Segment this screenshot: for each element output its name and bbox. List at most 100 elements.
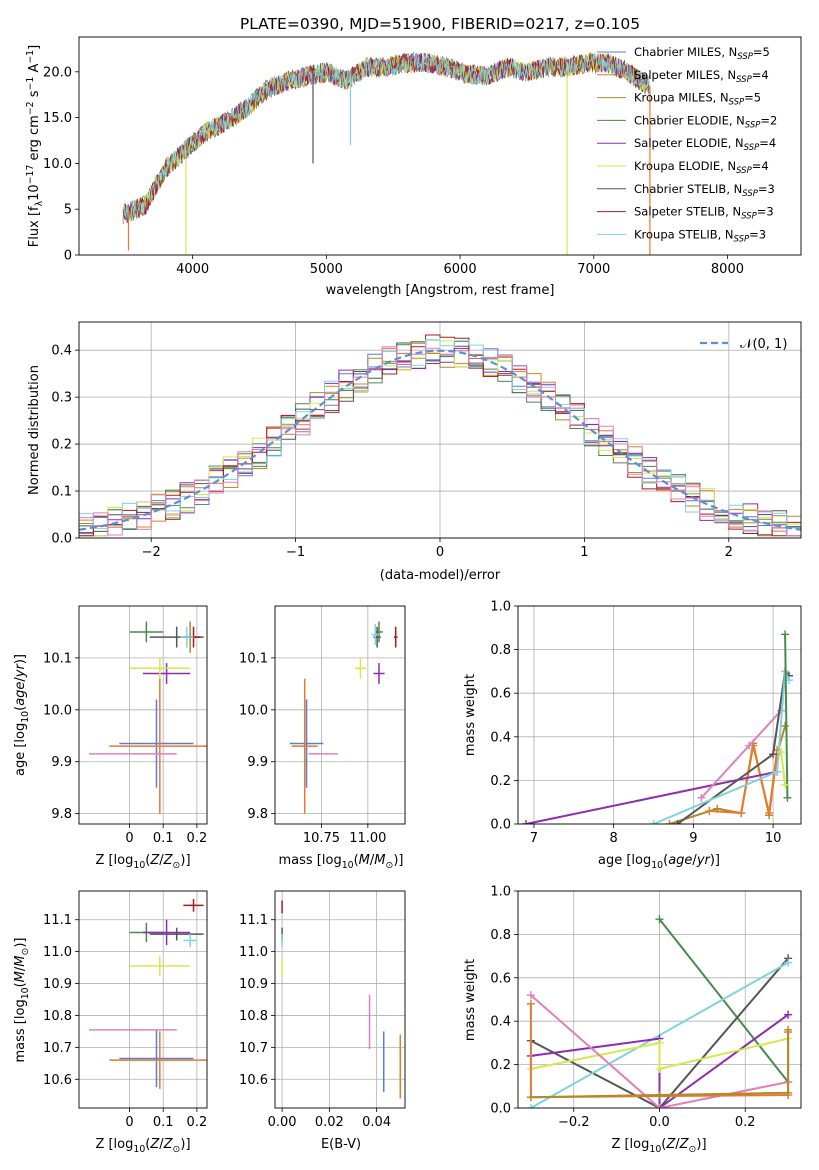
label-part: E(B-V) (321, 1137, 361, 1152)
spectrum-line (122, 53, 650, 220)
errorbar-point (129, 621, 164, 643)
errorbar-point (291, 678, 318, 814)
errorbar-point (143, 663, 191, 684)
legend-label-tail: =5 (753, 45, 770, 59)
label-part: M (13, 956, 28, 967)
x-tick-label: 0.00 (268, 1115, 297, 1130)
y-tick-label: 11.0 (43, 945, 72, 960)
errorbar-point (183, 898, 204, 912)
legend-label-sub: SSP (742, 189, 758, 199)
axes-frame (274, 890, 406, 1109)
y-tick-label: 11.1 (239, 913, 268, 928)
label-part: A (27, 64, 42, 77)
errorbar-point (183, 934, 197, 947)
weight-marker (765, 809, 774, 818)
x-tick-label: 0.2 (187, 1115, 208, 1130)
y-tick-label: 0.6 (490, 687, 511, 702)
label-part: ( (145, 1137, 150, 1152)
label-part: / (675, 1137, 680, 1152)
x-axis-label: E(B-V) (321, 1137, 361, 1152)
x-tick-label: −1 (286, 545, 305, 560)
legend-label-tail: =3 (749, 227, 766, 241)
weight-marker (526, 991, 535, 1000)
legend-label-main: Chabrier STELIB, N (634, 182, 742, 196)
errorbar-point (289, 699, 324, 788)
label-part: ( (13, 706, 28, 711)
x-tick-label: 0.1 (153, 831, 174, 846)
y-tick-label: 0.0 (490, 818, 511, 833)
x-tick-label: 1 (580, 545, 588, 560)
label-part: λ (34, 200, 45, 206)
legend-label-tail: =5 (744, 91, 761, 105)
legend-label-sub: SSP (729, 98, 745, 108)
label-part: / (692, 853, 697, 868)
y-tick-label: 0.4 (51, 344, 72, 359)
x-axis-label: Z [log10(Z/Z⊙)] (611, 1137, 706, 1155)
legend-label-main: Kroupa MILES, N (634, 91, 729, 105)
legend-label-main: Kroupa STELIB, N (634, 227, 734, 241)
legend-label-main: Salpeter MILES, N (634, 68, 736, 82)
y-tick-label: 0.2 (490, 1058, 511, 1073)
axes-mass_vs_Z: 0 0.1 0.2 10.6 10.7 10.8 10.9 11.0 11.1 (43, 891, 207, 1130)
label-part: 10 (20, 711, 31, 723)
y-tick-label: 0.1 (51, 485, 72, 500)
weight-line (525, 770, 778, 824)
x-tick-label: 0.04 (362, 1115, 391, 1130)
weight-marker (784, 1028, 793, 1037)
legend-label: Chabrier STELIB, NSSP=3 (634, 182, 775, 199)
legend: Chabrier MILES, NSSP=5 Salpeter MILES, N S… (597, 45, 777, 244)
label-part: age (668, 853, 692, 868)
plot-area-mass_vs_Z (89, 898, 207, 1089)
weight-line (530, 1037, 789, 1071)
label-part: 10 (649, 1144, 661, 1155)
y-tick-label: 0.0 (490, 1102, 511, 1117)
legend-label-main: Kroupa ELODIE, N (634, 159, 736, 173)
errorbar-point (180, 626, 194, 648)
x-tick-label: 0.2 (187, 831, 208, 846)
label-part: Z (665, 1137, 676, 1152)
label-part: wavelength [Angstrom, rest frame] (326, 283, 555, 298)
legend-label: Chabrier MILES, NSSP=5 (634, 45, 770, 62)
weight-line (530, 1013, 789, 1108)
weight-marker (655, 915, 664, 924)
x-tick-label: 0 (436, 545, 444, 560)
plot-area-weight_vs_age (521, 630, 794, 824)
x-axis-label: wavelength [Angstrom, rest frame] (326, 283, 555, 298)
y-tick-label: 10.7 (239, 1041, 268, 1056)
label-part: ⊙ (689, 1144, 697, 1155)
errorbar-point (371, 624, 379, 645)
label-part: mass [log (279, 853, 342, 868)
x-tick-label: 0 (125, 831, 133, 846)
y-tick-label: 9.9 (51, 755, 72, 770)
y-tick-label: 9.9 (247, 755, 268, 770)
y-tick-label: 0 (64, 249, 72, 264)
legend-label-main: Salpeter STELIB, N (634, 205, 741, 219)
y-tick-label: 9.8 (51, 807, 72, 822)
y-tick-label: 10.8 (239, 1009, 268, 1024)
y-tick-label: 10.7 (43, 1041, 72, 1056)
label-part: Z [log (611, 1137, 649, 1152)
label-part: ( (663, 853, 668, 868)
legend-label-sub: SSP (734, 234, 750, 244)
errorbar-point (129, 956, 191, 976)
axes-age_vs_mass: 10.75 11.00 9.8 9.9 10.0 10.1 (239, 606, 405, 846)
label-part: 10 (342, 860, 354, 871)
legend-label-tail: =4 (752, 159, 769, 173)
label-part: M (374, 853, 385, 868)
label-part: / (159, 853, 164, 868)
y-tick-label: 0.6 (490, 971, 511, 986)
label-part: −2 (25, 101, 36, 115)
weight-marker (673, 820, 682, 824)
x-tick-label: 7 (530, 831, 538, 846)
weight-marker (773, 767, 782, 776)
label-part: mass [log (13, 999, 28, 1062)
y-tick-label: 0.4 (490, 730, 511, 745)
y-tick-label: 0.2 (51, 438, 72, 453)
weight-marker (649, 820, 658, 824)
weight-marker (655, 1090, 664, 1099)
label-part: ⊙ (386, 860, 394, 871)
weight-marker (781, 630, 790, 639)
plot-area-weight_vs_Z (526, 915, 793, 1108)
label-part: ( (661, 1137, 666, 1152)
